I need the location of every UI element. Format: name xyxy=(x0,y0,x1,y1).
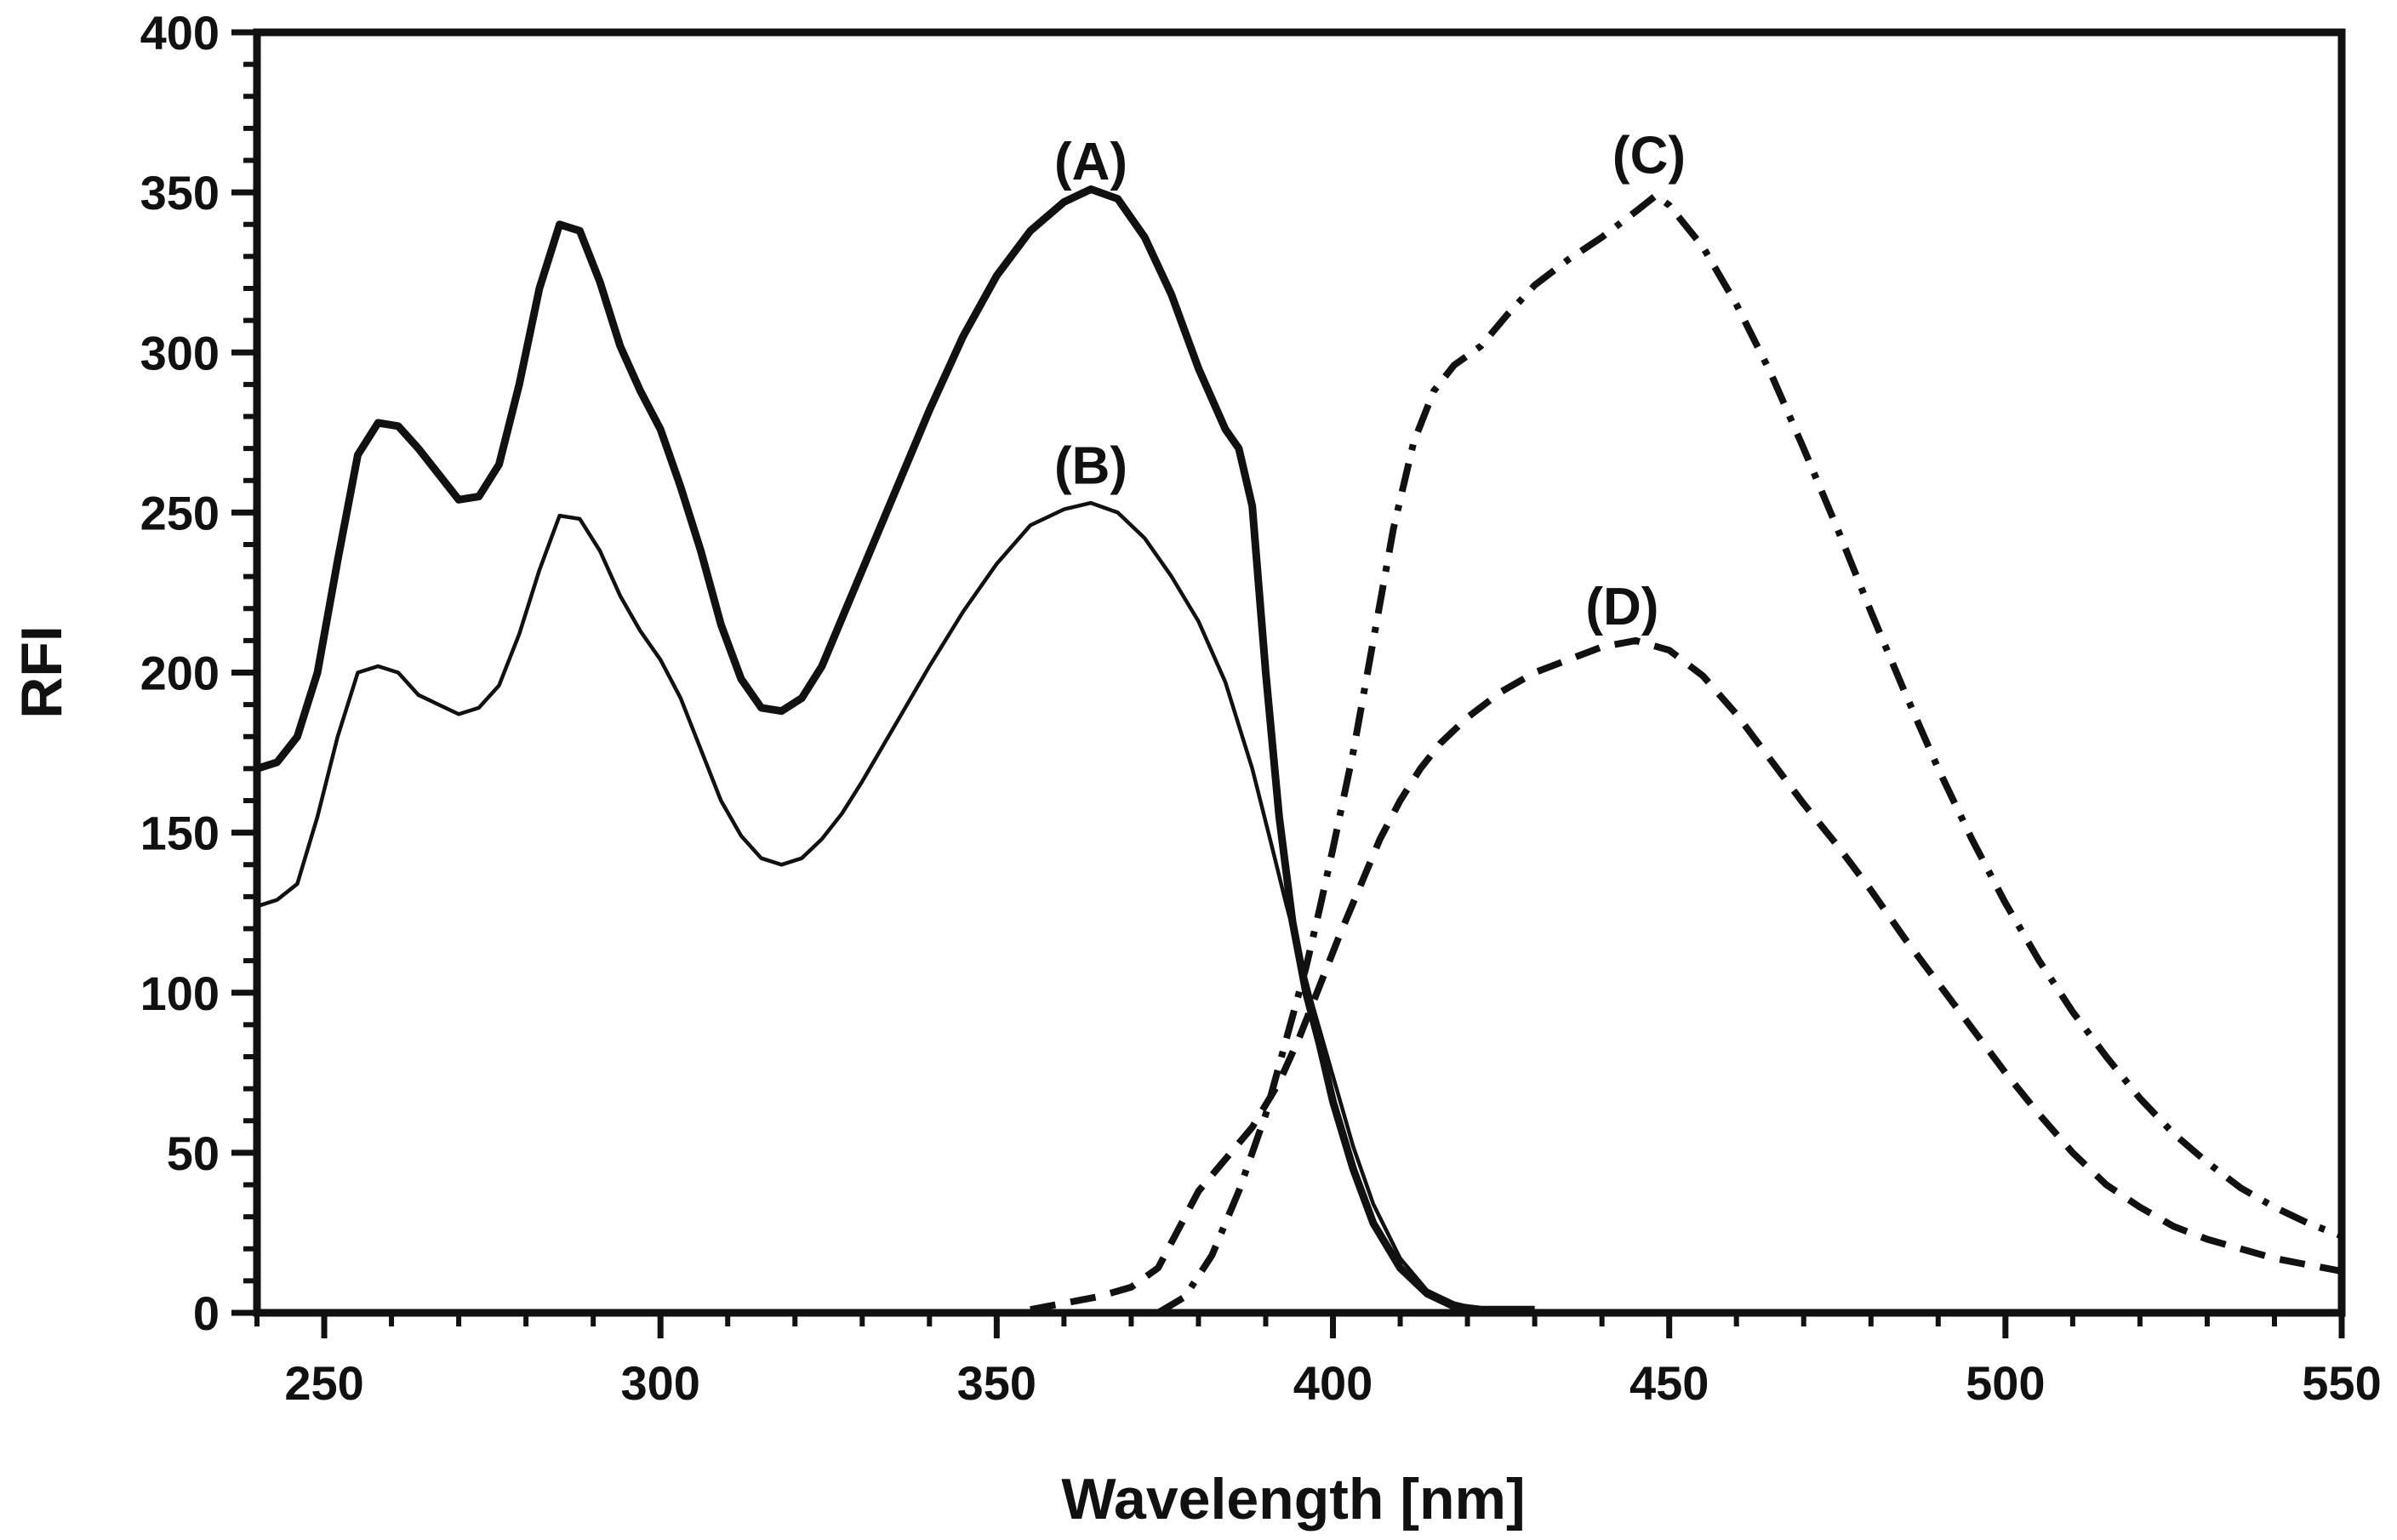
x-tick-label: 450 xyxy=(1629,1356,1709,1410)
y-tick-label: 350 xyxy=(140,166,220,220)
axes-layer: 0 50 100 150 200 250 300 350 400 250 300 350 400 450 5… xyxy=(140,6,2382,1410)
curve-label-d: (D) xyxy=(1585,578,1658,636)
y-tick-label: 100 xyxy=(140,967,220,1020)
x-tick-label: 550 xyxy=(2302,1356,2381,1410)
y-tick-label: 50 xyxy=(167,1126,220,1180)
series-line-b xyxy=(256,500,1535,1312)
series-line-a xyxy=(255,185,1535,1314)
x-axis-title: Wavelength [nm] xyxy=(1061,1467,1525,1531)
x-tick-label: 300 xyxy=(620,1356,699,1410)
series-line-c xyxy=(1156,191,2343,1316)
y-tick-label: 400 xyxy=(140,6,220,60)
curve-label-a: (A) xyxy=(1054,133,1127,191)
series-line-d xyxy=(1030,636,2343,1314)
series-layer xyxy=(255,185,2343,1316)
y-tick-label: 0 xyxy=(193,1286,220,1340)
y-tick-label: 200 xyxy=(140,647,220,700)
y-tick-label: 250 xyxy=(140,486,220,539)
x-tick-label: 500 xyxy=(1966,1356,2045,1410)
curve-label-c: (C) xyxy=(1612,127,1686,185)
x-tick-label: 350 xyxy=(957,1356,1036,1410)
x-tick-label: 400 xyxy=(1293,1356,1373,1410)
y-tick-label: 150 xyxy=(140,807,220,860)
y-tick-label: 300 xyxy=(140,326,220,379)
x-tick-label: 250 xyxy=(284,1356,363,1410)
y-axis-title: RFI xyxy=(9,625,74,719)
labels-layer: (A) (B) (C) (D) xyxy=(1054,127,1686,637)
curve-label-b: (B) xyxy=(1054,437,1127,496)
